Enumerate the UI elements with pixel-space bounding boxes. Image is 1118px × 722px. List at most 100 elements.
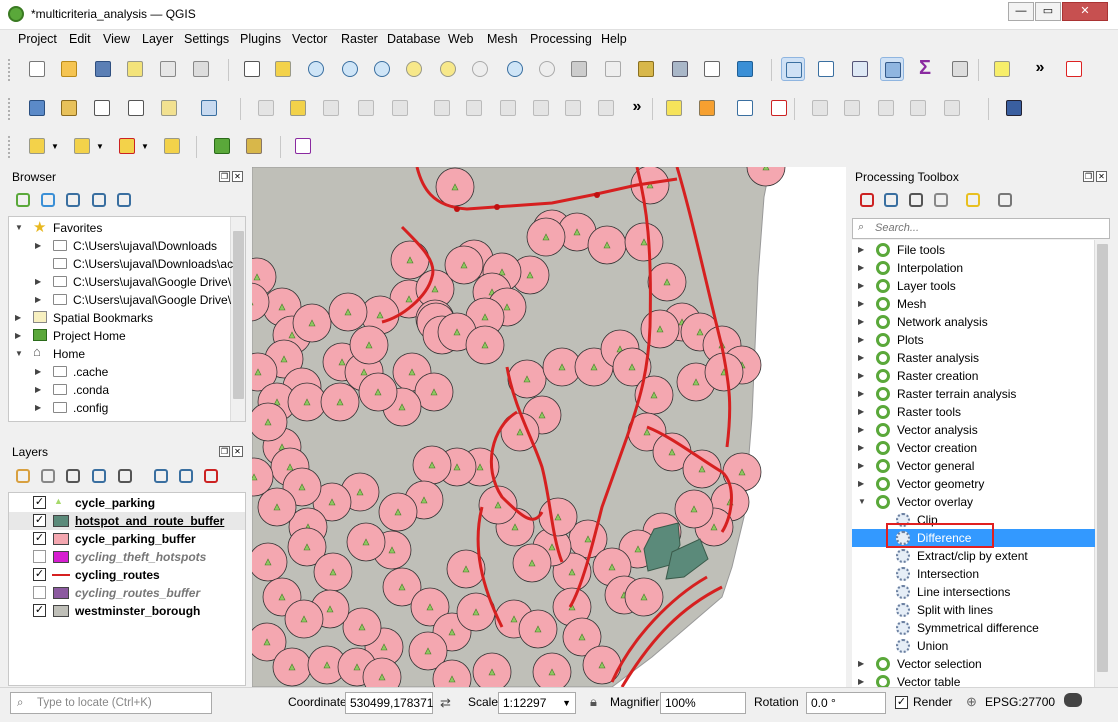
crs-label[interactable]: EPSG:27700 — [985, 695, 1056, 709]
filter-expression-icon[interactable] — [118, 469, 132, 483]
coordinate-field[interactable]: 530499,178371 — [345, 692, 433, 714]
collapse-all-layers-icon[interactable] — [179, 469, 193, 483]
layer-visibility-checkbox[interactable]: ✓ — [33, 568, 46, 581]
chevron-right-icon[interactable]: ▶ — [35, 403, 42, 412]
chevron-down-icon[interactable]: ▼ — [858, 497, 866, 506]
zoom-full-button[interactable] — [370, 57, 394, 81]
overflow-button[interactable]: » — [1035, 59, 1045, 76]
layers-close-button[interactable]: ✕ — [232, 446, 243, 457]
menu-raster[interactable]: Raster — [341, 32, 378, 46]
models-icon[interactable] — [860, 193, 874, 207]
chevron-right-icon[interactable]: ▶ — [858, 443, 865, 452]
layer-row[interactable]: ✓ hotspot_and_route_buffer — [9, 512, 245, 530]
processing-group[interactable]: ▶ Vector geometry — [852, 475, 1092, 493]
coordinate-toggle-icon[interactable]: ⇄ — [440, 695, 451, 710]
processing-search[interactable]: ⌕ — [852, 218, 1110, 239]
layer-row[interactable]: ✓ ▲ cycle_parking — [9, 494, 245, 512]
menu-vector[interactable]: Vector — [292, 32, 328, 46]
toolbar-handle[interactable] — [8, 98, 12, 120]
browser-item[interactable]: ▶ .cache — [9, 363, 229, 381]
chevron-down-icon[interactable]: ▼ — [15, 223, 23, 232]
temp-layer-button[interactable] — [157, 96, 181, 120]
chevron-right-icon[interactable]: ▶ — [15, 313, 22, 322]
processing-tree[interactable]: ▶ File tools ▶ Interpolation ▶ Layer tools ▶ Me… — [852, 240, 1110, 687]
menu-edit[interactable]: Edit — [69, 32, 91, 46]
help-button[interactable] — [1002, 96, 1026, 120]
label-show-button[interactable] — [906, 96, 930, 120]
processing-group[interactable]: ▶ Raster creation — [852, 367, 1092, 385]
processing-search-input[interactable] — [875, 219, 1095, 237]
style-manager-button[interactable] — [189, 57, 213, 81]
properties-icon[interactable] — [117, 193, 131, 207]
measure-button[interactable] — [948, 57, 972, 81]
toolbar-handle[interactable] — [8, 59, 12, 81]
find-button[interactable] — [210, 134, 234, 158]
digitize-button[interactable] — [124, 96, 148, 120]
browser-hscroll[interactable] — [9, 421, 229, 422]
undo-button[interactable] — [594, 96, 618, 120]
processing-group[interactable]: ▶ Plots — [852, 331, 1092, 349]
menu-mesh[interactable]: Mesh — [487, 32, 518, 46]
layer-visibility-checkbox[interactable] — [33, 550, 46, 563]
cut-button[interactable] — [496, 96, 520, 120]
new-3d-view-button[interactable] — [601, 57, 625, 81]
browser-item[interactable]: ▶ Project Home — [9, 327, 229, 345]
new-geopackage-button[interactable] — [57, 96, 81, 120]
layer-visibility-checkbox[interactable]: ✓ — [33, 496, 46, 509]
menu-settings[interactable]: Settings — [184, 32, 230, 46]
menu-view[interactable]: View — [103, 32, 130, 46]
processing-group[interactable]: ▶ Vector analysis — [852, 421, 1092, 439]
remove-layer-icon[interactable] — [204, 469, 218, 483]
chevron-right-icon[interactable]: ▶ — [35, 367, 42, 376]
chevron-right-icon[interactable]: ▶ — [35, 295, 42, 304]
processing-scroll-thumb[interactable] — [1097, 244, 1108, 672]
zoom-in-button[interactable] — [304, 57, 328, 81]
browser-item[interactable]: ▶ C:\Users\ujaval\Downloads — [9, 237, 229, 255]
zoom-next-button[interactable] — [535, 57, 559, 81]
overflow-button[interactable]: » — [632, 98, 642, 115]
chevron-right-icon[interactable]: ▶ — [858, 389, 865, 398]
processing-algorithm[interactable]: Extract/clip by extent — [852, 547, 1095, 565]
processing-group[interactable]: ▶ Network analysis — [852, 313, 1092, 331]
select-location-button[interactable] — [160, 134, 184, 158]
minimize-button[interactable]: — — [1008, 2, 1034, 21]
label-highlight-button[interactable] — [733, 96, 757, 120]
browser-item[interactable]: ▶ C:\Users\ujaval\Google Drive\ — [9, 273, 231, 291]
lock-icon[interactable]: 🔒︎ — [590, 694, 597, 709]
chevron-right-icon[interactable]: ▶ — [858, 677, 865, 686]
vertex-tool-button[interactable] — [1062, 57, 1086, 81]
label-remove-button[interactable] — [767, 96, 791, 120]
annotation-button[interactable] — [990, 57, 1014, 81]
chevron-right-icon[interactable]: ▶ — [858, 371, 865, 380]
statistics-button[interactable] — [848, 57, 872, 81]
menu-project[interactable]: Project — [18, 32, 57, 46]
chevron-right-icon[interactable]: ▶ — [858, 461, 865, 470]
browser-scroll-thumb[interactable] — [233, 231, 244, 399]
zoom-out-button[interactable] — [338, 57, 362, 81]
processing-algorithm[interactable]: Difference — [852, 523, 1095, 548]
chevron-right-icon[interactable]: ▶ — [858, 263, 865, 272]
menu-web[interactable]: Web — [448, 32, 474, 46]
processing-algorithm[interactable]: Line intersections — [852, 583, 1095, 601]
browser-item[interactable]: ▶ .conda — [9, 381, 229, 399]
chevron-down-icon[interactable]: ▼ — [562, 698, 571, 708]
chevron-right-icon[interactable]: ▶ — [858, 479, 865, 488]
processing-group[interactable]: ▶ Raster terrain analysis — [852, 385, 1092, 403]
delete-selected-button[interactable] — [462, 96, 486, 120]
chevron-right-icon[interactable]: ▶ — [858, 317, 865, 326]
label-tool-button[interactable] — [662, 96, 686, 120]
refresh-icon[interactable] — [41, 193, 55, 207]
collapse-all-icon[interactable] — [92, 193, 106, 207]
chevron-down-icon[interactable]: ▼ — [15, 349, 23, 358]
chevron-right-icon[interactable]: ▶ — [35, 241, 42, 250]
open-project-button[interactable] — [57, 57, 81, 81]
zoom-last-button[interactable] — [503, 57, 527, 81]
expand-all-icon[interactable] — [154, 469, 168, 483]
render-checkbox[interactable]: ✓ — [895, 696, 908, 709]
browser-item[interactable]: C:\Users\ujaval\Downloads\ac — [9, 255, 233, 273]
label-props-button[interactable] — [940, 96, 964, 120]
paste-button[interactable] — [561, 96, 585, 120]
menu-database[interactable]: Database — [387, 32, 441, 46]
map-canvas[interactable] — [252, 167, 846, 687]
processing-group[interactable]: ▶ Interpolation — [852, 259, 1092, 277]
